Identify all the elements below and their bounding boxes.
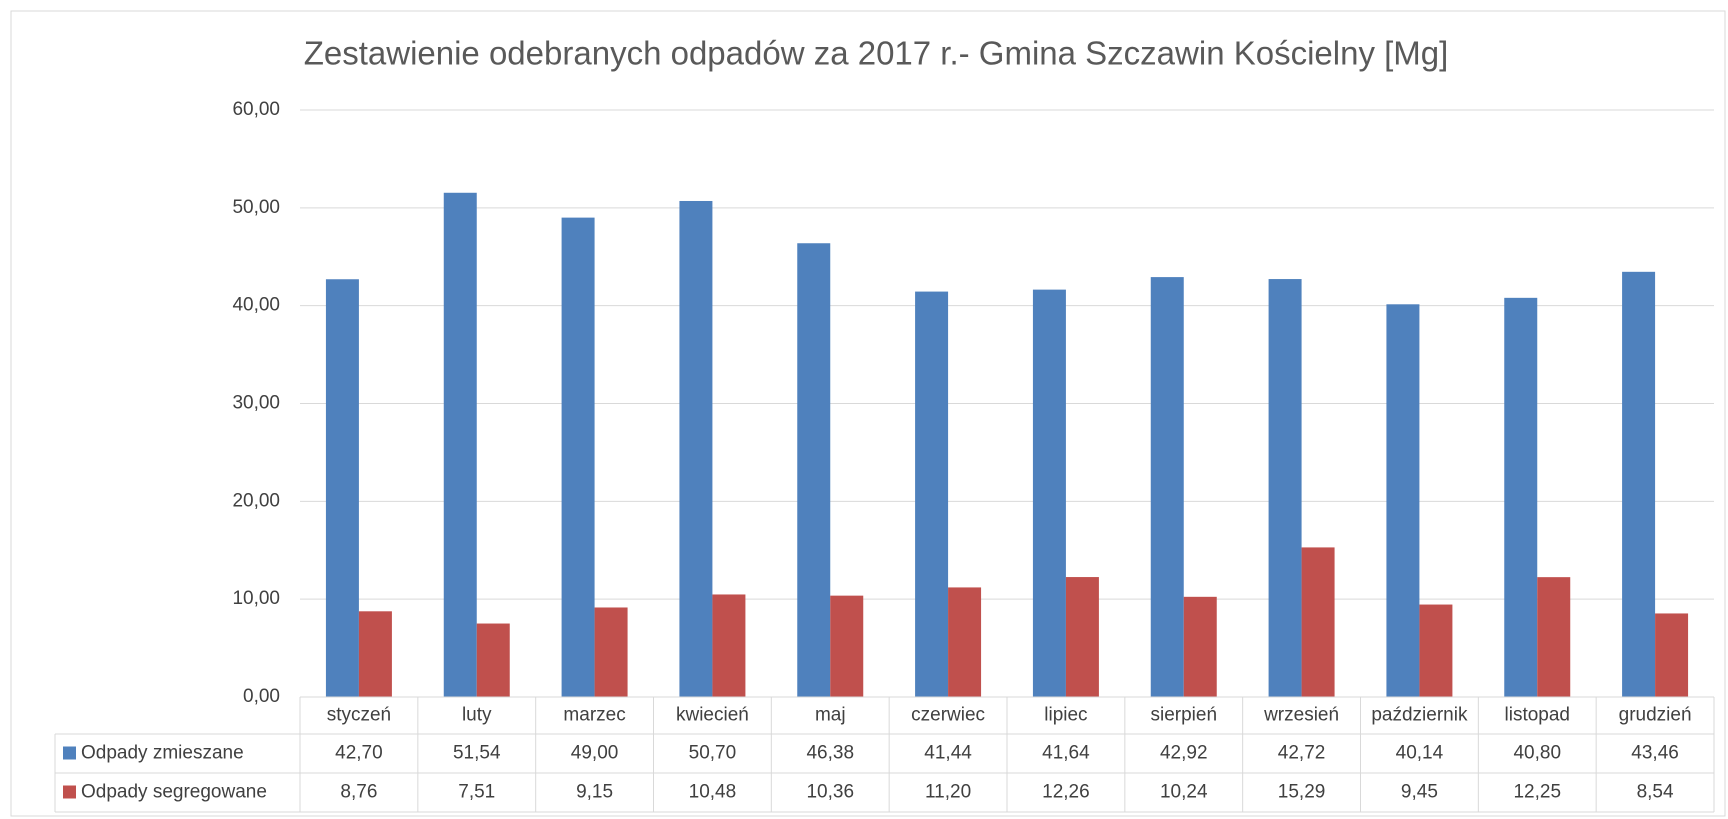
x-tick-label: lipiec [1044, 705, 1087, 726]
data-label: 11,20 [925, 782, 971, 803]
data-label: 41,64 [1042, 743, 1090, 764]
x-tick-label: luty [462, 705, 492, 726]
bar [1386, 304, 1420, 697]
data-label: 7,51 [458, 782, 495, 803]
bar [679, 200, 713, 698]
x-tick-label: marzec [563, 705, 625, 726]
data-label: 42,72 [1278, 743, 1326, 764]
data-label: 8,76 [340, 782, 377, 803]
x-tick-label: maj [815, 705, 846, 726]
y-tick-label: 60,00 [232, 99, 280, 120]
bar [476, 623, 510, 697]
bar [915, 291, 949, 697]
y-tick-label: 50,00 [232, 197, 280, 218]
data-label: 9,15 [576, 782, 613, 803]
x-tick-label: listopad [1505, 705, 1571, 726]
bar [358, 611, 392, 697]
x-tick-label: sierpień [1150, 705, 1217, 726]
data-label: 8,54 [1637, 782, 1674, 803]
data-label: 12,25 [1513, 782, 1561, 803]
x-tick-label: październik [1371, 705, 1468, 726]
bar [1065, 577, 1099, 697]
y-tick-label: 30,00 [232, 393, 280, 414]
bar [830, 595, 864, 697]
bar [1655, 613, 1689, 697]
bar [1622, 271, 1656, 697]
bar [712, 594, 746, 697]
x-tick-label: czerwiec [911, 705, 985, 726]
data-label: 46,38 [806, 743, 854, 764]
data-label: 42,70 [335, 743, 383, 764]
x-tick-label: kwiecień [676, 705, 749, 726]
y-tick-label: 0,00 [243, 686, 280, 707]
data-label: 43,46 [1631, 743, 1679, 764]
data-label: 10,36 [806, 782, 854, 803]
data-label: 50,70 [689, 743, 737, 764]
y-tick-label: 20,00 [232, 490, 280, 511]
bar [948, 587, 982, 697]
bar [561, 217, 595, 697]
legend-label: Odpady zmieszane [81, 743, 244, 764]
data-label: 12,26 [1042, 782, 1090, 803]
data-label: 51,54 [453, 743, 501, 764]
bar [325, 279, 359, 697]
bar [1419, 604, 1453, 697]
bar [443, 192, 477, 697]
legend-label: Odpady segregowane [81, 782, 267, 803]
x-tick-label: wrzesień [1263, 705, 1339, 726]
data-label: 40,80 [1513, 743, 1561, 764]
y-tick-label: 10,00 [232, 588, 280, 609]
bar [1504, 297, 1538, 697]
bar [1183, 596, 1217, 697]
x-tick-label: styczeń [327, 705, 391, 726]
data-label: 40,14 [1396, 743, 1444, 764]
bar [1537, 577, 1571, 697]
data-label: 41,44 [924, 743, 972, 764]
bar [797, 243, 831, 697]
bar [1268, 279, 1302, 697]
chart-title: Zestawienie odebranych odpadów za 2017 r… [304, 35, 1449, 72]
data-label: 42,92 [1160, 743, 1208, 764]
data-label: 9,45 [1401, 782, 1438, 803]
bar [1032, 289, 1066, 697]
bar [594, 607, 628, 697]
legend-swatch [63, 746, 76, 760]
data-label: 49,00 [571, 743, 619, 764]
data-label: 10,24 [1160, 782, 1208, 803]
bar [1150, 277, 1184, 697]
y-tick-label: 40,00 [232, 295, 280, 316]
data-label: 10,48 [689, 782, 737, 803]
x-tick-label: grudzień [1619, 705, 1692, 726]
bar [1301, 547, 1335, 697]
data-label: 15,29 [1278, 782, 1326, 803]
legend-swatch [63, 785, 76, 799]
